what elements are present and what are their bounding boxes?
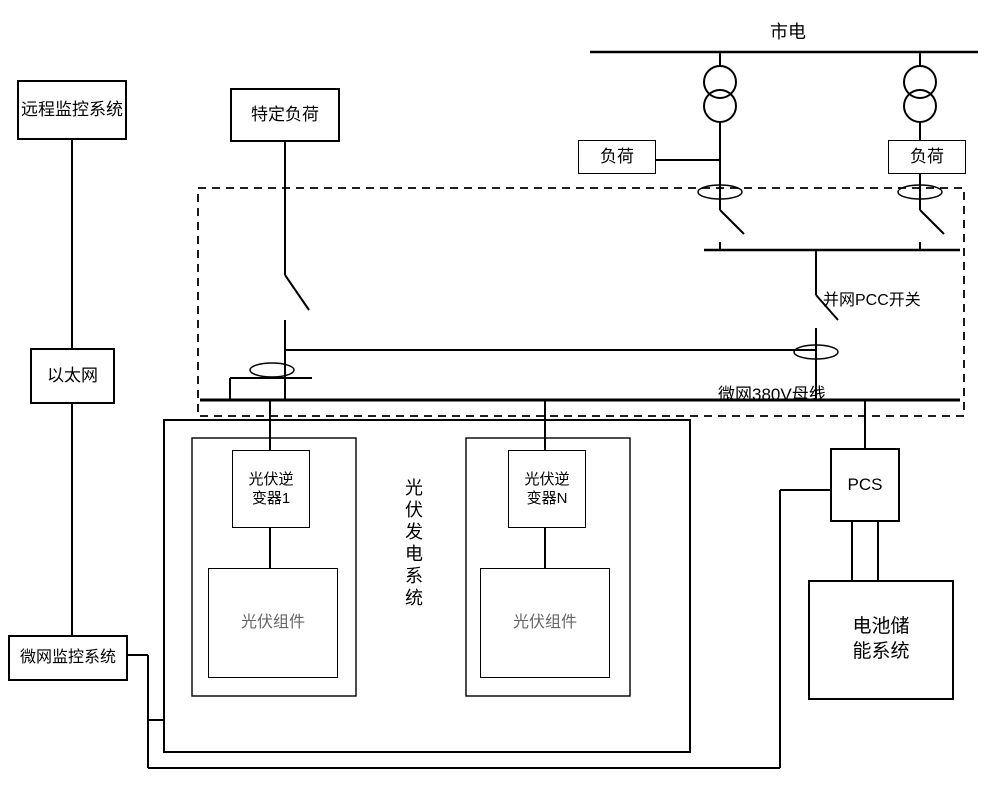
microgrid-monitor-label: 微网监控系统 — [20, 648, 116, 669]
ct-ellipse — [698, 185, 742, 199]
battery-storage-box: 电池储 能系统 — [808, 580, 954, 700]
pcs-box: PCS — [830, 448, 900, 522]
switch-top-left — [720, 200, 744, 250]
pv-inverter-n-label: 光伏逆 变器N — [524, 470, 569, 509]
specific-load-label: 特定负荷 — [251, 104, 319, 126]
pv-inverter-1-label: 光伏逆 变器1 — [248, 470, 293, 509]
pcc-switch-label: 并网PCC开关 — [823, 286, 921, 310]
ethernet-box: 以太网 — [30, 348, 115, 404]
remote-monitor-label: 远程监控系统 — [21, 99, 123, 121]
load-left-label: 负荷 — [600, 146, 634, 168]
specific-load-switch — [285, 262, 309, 400]
ct-ellipse — [898, 185, 942, 199]
pv-module-1-label: 光伏组件 — [241, 613, 305, 634]
load-right-label: 负荷 — [910, 146, 944, 168]
pv-inverter-n-box: 光伏逆 变器N — [508, 450, 586, 528]
pv-module-n-label: 光伏组件 — [513, 613, 577, 634]
load-right-box: 负荷 — [888, 140, 966, 174]
pcs-label: PCS — [848, 474, 883, 496]
remote-monitor-box: 远程监控系统 — [17, 80, 127, 140]
pv-module-n-box: 光伏组件 — [480, 568, 610, 678]
utility-label: 市电 — [770, 22, 806, 42]
pv-system-label: 光伏发电系统 — [400, 478, 426, 610]
load-left-box: 负荷 — [578, 140, 656, 174]
specific-load-box: 特定负荷 — [230, 88, 340, 142]
pv-inverter-1-box: 光伏逆 变器1 — [232, 450, 310, 528]
ct-ellipse — [794, 345, 838, 359]
ct-ellipse — [250, 363, 294, 377]
battery-storage-label: 电池储 能系统 — [852, 615, 909, 664]
transformer-left — [704, 52, 736, 160]
switch-top-right — [920, 200, 944, 250]
bus-380v-label: 微网380V母线 — [718, 380, 826, 405]
microgrid-monitor-box: 微网监控系统 — [8, 635, 128, 681]
ethernet-label: 以太网 — [47, 365, 98, 387]
pv-module-1-box: 光伏组件 — [208, 568, 338, 678]
